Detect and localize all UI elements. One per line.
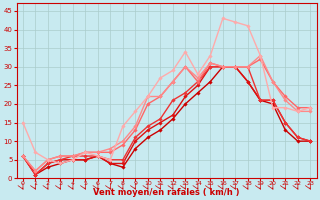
X-axis label: Vent moyen/en rafales ( km/h ): Vent moyen/en rafales ( km/h ) [93,188,240,197]
